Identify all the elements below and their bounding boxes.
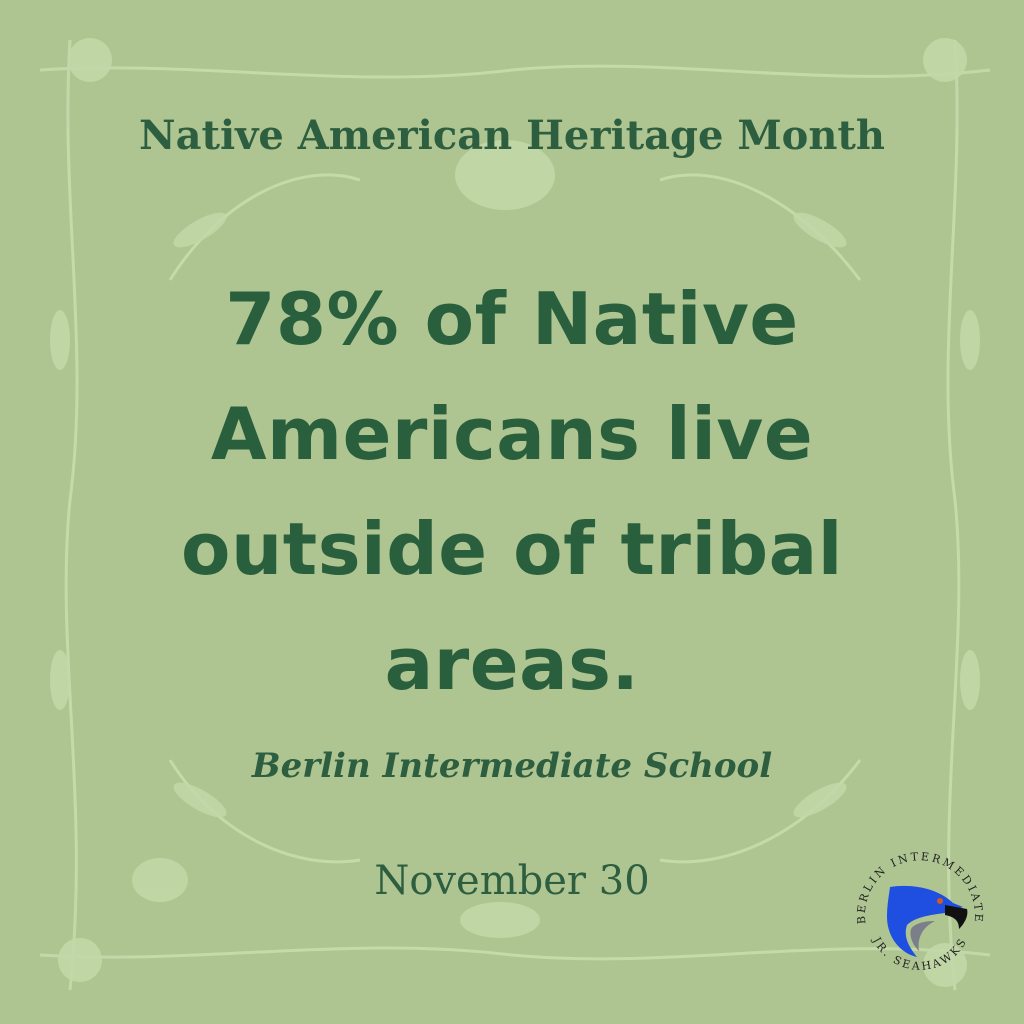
svg-text:JR. SEAHAWKS: JR. SEAHAWKS [870,934,970,973]
school-name: Berlin Intermediate School [251,746,773,786]
logo-bottom-text: JR. SEAHAWKS [870,934,968,973]
school-logo: BERLIN INTERMEDIATE JR. SEAHAWKS [855,850,983,973]
heading: Native American Heritage Month [139,112,885,159]
date: November 30 [374,858,650,904]
fact-statement: 78% of Native Americans live outside of … [181,277,843,706]
seahawk-head-icon [887,885,968,957]
